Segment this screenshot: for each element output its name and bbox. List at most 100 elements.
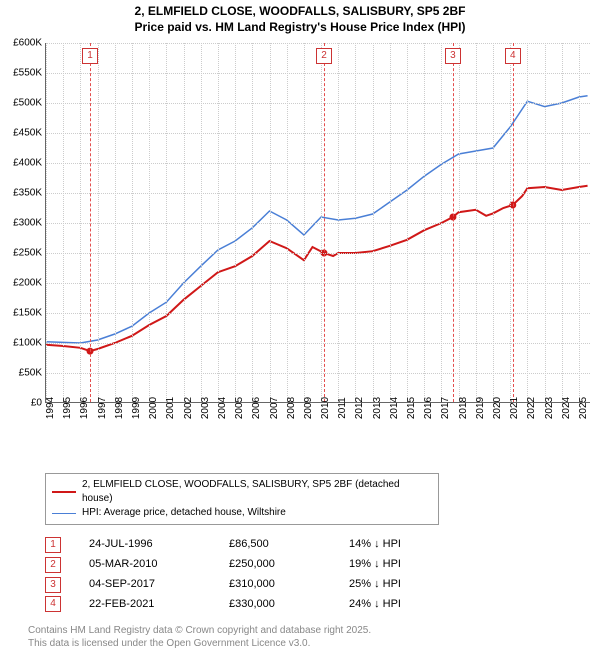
gridline-h [46, 73, 590, 74]
gridline-v [373, 43, 374, 402]
table-row: 124-JUL-1996£86,50014% ↓ HPI [45, 535, 600, 555]
gridline-v [235, 43, 236, 402]
y-axis-label: £350K [13, 188, 42, 199]
gridline-h [46, 133, 590, 134]
event-marker-line [453, 43, 454, 402]
x-axis-label: 2003 [200, 397, 211, 419]
y-axis-label: £400K [13, 158, 42, 169]
x-axis-label: 1995 [62, 397, 73, 419]
gridline-v [321, 43, 322, 402]
chart-area: 1234 £0£50K£100K£150K£200K£250K£300K£350… [45, 43, 590, 433]
x-axis-label: 2021 [509, 397, 520, 419]
gridline-v [287, 43, 288, 402]
legend-row: 2, ELMFIELD CLOSE, WOODFALLS, SALISBURY,… [52, 478, 432, 506]
gridline-v [562, 43, 563, 402]
x-axis-label: 2005 [234, 397, 245, 419]
plot: 1234 [45, 43, 590, 403]
x-axis-label: 2012 [354, 397, 365, 419]
event-marker-box: 1 [82, 48, 98, 64]
gridline-v [510, 43, 511, 402]
event-marker-box: 2 [316, 48, 332, 64]
x-axis-label: 2019 [475, 397, 486, 419]
x-axis-label: 2008 [286, 397, 297, 419]
row-pct: 24% ↓ HPI [349, 595, 469, 615]
x-axis-label: 2015 [406, 397, 417, 419]
gridline-v [527, 43, 528, 402]
gridline-v [424, 43, 425, 402]
gridline-v [459, 43, 460, 402]
event-marker-line [90, 43, 91, 402]
x-axis-label: 2024 [561, 397, 572, 419]
table-row: 304-SEP-2017£310,00025% ↓ HPI [45, 575, 600, 595]
gridline-v [115, 43, 116, 402]
gridline-v [149, 43, 150, 402]
x-axis-label: 2023 [544, 397, 555, 419]
gridline-v [184, 43, 185, 402]
row-pct: 19% ↓ HPI [349, 555, 469, 575]
title-line-2: Price paid vs. HM Land Registry's House … [0, 20, 600, 36]
y-axis-label: £500K [13, 98, 42, 109]
row-price: £310,000 [229, 575, 349, 595]
x-axis-label: 2016 [423, 397, 434, 419]
row-price: £86,500 [229, 535, 349, 555]
y-axis-label: £50K [19, 368, 42, 379]
legend-swatch [52, 491, 76, 493]
gridline-h [46, 163, 590, 164]
title-line-1: 2, ELMFIELD CLOSE, WOODFALLS, SALISBURY,… [0, 4, 600, 20]
row-date: 22-FEB-2021 [89, 595, 229, 615]
x-axis-label: 2001 [165, 397, 176, 419]
y-axis-label: £0 [31, 398, 42, 409]
x-axis-label: 1996 [79, 397, 90, 419]
gridline-v [63, 43, 64, 402]
x-axis-label: 2020 [492, 397, 503, 419]
y-axis-label: £100K [13, 338, 42, 349]
sales-table: 124-JUL-1996£86,50014% ↓ HPI 2 05-MAR-2010… [45, 535, 600, 614]
gridline-v [80, 43, 81, 402]
row-date: 24-JUL-1996 [89, 535, 229, 555]
x-axis-label: 2011 [337, 397, 348, 419]
y-axis-label: £450K [13, 128, 42, 139]
x-axis-label: 2018 [458, 397, 469, 419]
gridline-h [46, 253, 590, 254]
gridline-v [304, 43, 305, 402]
row-marker: 3 [45, 577, 61, 593]
row-pct: 14% ↓ HPI [349, 535, 469, 555]
gridline-v [132, 43, 133, 402]
x-axis-label: 1999 [131, 397, 142, 419]
legend-swatch [52, 513, 76, 514]
row-marker: 2 [45, 557, 61, 573]
gridline-h [46, 343, 590, 344]
event-marker-line [324, 43, 325, 402]
gridline-v [545, 43, 546, 402]
x-axis-label: 1997 [97, 397, 108, 419]
gridline-v [476, 43, 477, 402]
x-axis-label: 2017 [440, 397, 451, 419]
legend-label: HPI: Average price, detached house, Wilt… [82, 506, 286, 520]
gridline-v [441, 43, 442, 402]
table-row: 422-FEB-2021£330,00024% ↓ HPI [45, 595, 600, 615]
gridline-v [407, 43, 408, 402]
x-axis-label: 2006 [251, 397, 262, 419]
gridline-v [355, 43, 356, 402]
legend-label: 2, ELMFIELD CLOSE, WOODFALLS, SALISBURY,… [82, 478, 432, 506]
gridline-h [46, 313, 590, 314]
gridline-h [46, 283, 590, 284]
table-row: 205-MAR-2010£250,00019% ↓ HPI [45, 555, 600, 575]
row-date: 04-SEP-2017 [89, 575, 229, 595]
gridline-v [98, 43, 99, 402]
x-axis-label: 2022 [526, 397, 537, 419]
event-marker-box: 4 [505, 48, 521, 64]
gridline-v [579, 43, 580, 402]
footer-line-2: This data is licensed under the Open Gov… [28, 637, 600, 650]
gridline-v [252, 43, 253, 402]
y-axis-label: £600K [13, 38, 42, 49]
gridline-v [218, 43, 219, 402]
row-price: £330,000 [229, 595, 349, 615]
y-axis-label: £550K [13, 68, 42, 79]
gridline-v [493, 43, 494, 402]
gridline-v [46, 43, 47, 402]
row-date: 05-MAR-2010 [89, 555, 229, 575]
y-axis-label: £300K [13, 218, 42, 229]
x-axis-label: 2013 [372, 397, 383, 419]
x-axis-label: 1994 [45, 397, 56, 419]
